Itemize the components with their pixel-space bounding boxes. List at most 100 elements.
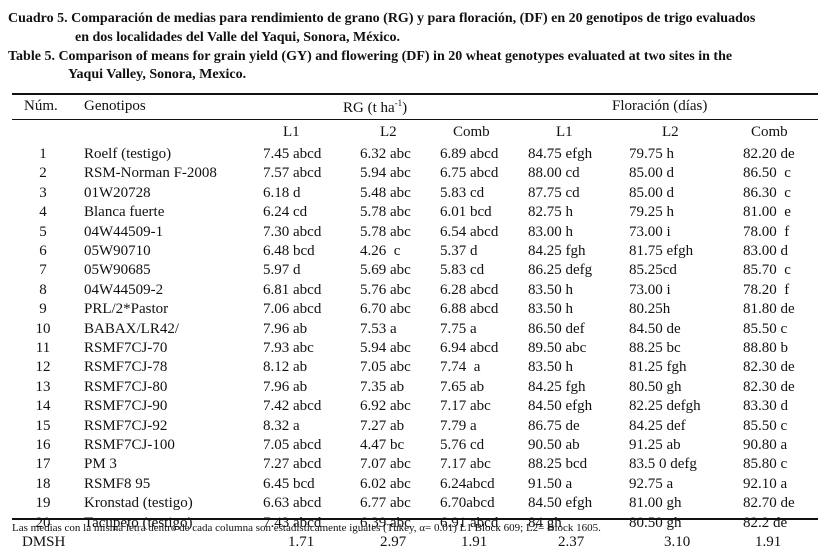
row-number: 10 [35, 320, 51, 337]
rg-comb-cell: 5.37 d [440, 243, 478, 259]
header-grain-yield: RG (t ha-1) [343, 98, 407, 117]
rg-l1-cell: 7.27 abcd [263, 456, 322, 473]
row-number: 13 [35, 378, 51, 395]
df-comb-cell: 85.50 c [743, 417, 788, 434]
header-grain-yield-text: RG (t ha [343, 100, 395, 116]
rg-l1-cell: 6.45 bcd [263, 475, 315, 492]
row-number: 16 [35, 437, 51, 453]
df-l1-cell: 86.25 defg [528, 262, 593, 279]
rg-comb-cell: 5.83 cd [440, 184, 485, 201]
genotype-cell: RSMF7CJ-80 [84, 378, 168, 395]
caption-es-line2: en dos localidades del Valle del Yaqui, … [75, 30, 401, 45]
rg-comb-cell: 6.89 abcd [440, 146, 499, 162]
row-number: 6 [39, 243, 47, 259]
row-number: 2 [39, 165, 47, 182]
rg-l1-cell: 7.57 abcd [263, 165, 322, 182]
row-number: 8 [39, 281, 47, 298]
df-comb-cell: 82.30 de [743, 378, 795, 395]
table-top-rule [12, 93, 818, 95]
genotype-cell: PM 3 [84, 456, 117, 473]
df-l1-cell: 83.00 h [528, 223, 573, 240]
df-l2-cell: 88.25 bc [629, 340, 681, 356]
df-comb-cell: 85.80 c [743, 456, 788, 473]
df-comb-cell: 78.20 f [743, 281, 790, 298]
df-l2-cell: 73.00 i [629, 281, 671, 298]
rg-l2-cell: 6.77 abc [360, 495, 411, 512]
genotype-cell: 04W44509-2 [84, 281, 164, 298]
df-l2-cell: 80.25h [629, 301, 671, 318]
df-comb-cell: 88.80 b [743, 340, 788, 356]
caption-en-line1: Table 5. Comparison of means for grain y… [8, 49, 733, 64]
df-l1-cell: 87.75 cd [528, 184, 580, 201]
df-l1-cell: 83.50 h [528, 281, 573, 298]
rg-comb-cell: 6.88 abcd [440, 301, 499, 318]
df-l1-cell: 84.75 efgh [528, 146, 593, 162]
rg-l2-cell: 7.35 ab [360, 378, 405, 395]
subheader-rg-l1: L1 [283, 124, 300, 140]
table-row: 9 PRL/2*Pastor 7.06 abcd 6.70 abc 6.88 abcd 8… [0, 301, 825, 320]
table-row: 1 Roelf (testigo) 7.45 abcd 6.32 abc 6.89 ab… [0, 146, 825, 165]
row-number: 7 [39, 262, 47, 279]
rg-comb-cell: 6.01 bcd [440, 204, 492, 221]
df-l2-cell: 79.75 h [629, 146, 674, 162]
rg-l1-cell: 7.30 abcd [263, 223, 322, 240]
rg-l1-cell: 7.96 ab [263, 320, 308, 337]
table-row: 3 01W20728 6.18 d 5.48 abc 5.83 cd 87.75 cd 85… [0, 185, 825, 204]
table-row: 16 RSMF7CJ-100 7.05 abcd 4.47 bc 5.76 cd 90.5… [0, 437, 825, 456]
table-row: 2 RSM-Norman F-2008 7.57 abcd 5.94 abc 6.75 … [0, 165, 825, 184]
rg-l2-cell: 5.76 abc [360, 281, 411, 298]
rg-comb-cell: 5.76 cd [440, 437, 485, 453]
header-grain-yield-close: ) [402, 100, 408, 116]
dmsh-row: DMSH 1.71 2.97 1.91 2.37 3.10 1.91 [0, 534, 825, 553]
df-l2-cell: 83.5 0 defg [629, 456, 697, 473]
genotype-cell: Roelf (testigo) [84, 146, 172, 162]
rg-l1-cell: 7.96 ab [263, 378, 308, 395]
rg-comb-cell: 6.24abcd [440, 475, 495, 492]
df-comb-cell: 90.80 a [743, 437, 788, 453]
genotype-cell: BABAX/LR42/ [84, 320, 180, 337]
genotype-cell: RSMF7CJ-90 [84, 398, 168, 415]
genotype-cell: RSMF7CJ-70 [84, 340, 168, 356]
header-grain-yield-exp: -1 [394, 98, 403, 108]
df-comb-cell: 86.50 c [743, 165, 791, 182]
rg-l2-cell: 7.27 ab [360, 417, 405, 434]
df-l1-cell: 84.25 fgh [528, 378, 586, 395]
subheader-df-l2: L2 [662, 124, 679, 140]
subheader-rg-comb: Comb [453, 124, 490, 140]
rg-comb-cell: 7.75 a [440, 320, 477, 337]
df-l2-cell: 82.25 defgh [629, 398, 701, 415]
table-row: 6 05W90710 6.48 bcd 4.26 c 5.37 d 84.25 fgh 81… [0, 243, 825, 262]
genotype-cell: 05W90685 [84, 262, 151, 279]
table-row: 5 04W44509-1 7.30 abcd 5.78 abc 6.54 abcd 83.… [0, 224, 825, 243]
rg-l2-cell: 4.26 c [360, 243, 401, 259]
df-comb-cell: 78.00 f [743, 223, 790, 240]
rg-l1-cell: 8.12 ab [263, 359, 308, 376]
df-l1-cell: 84.50 efgh [528, 398, 593, 415]
df-l2-cell: 91.25 ab [629, 437, 681, 453]
df-comb-cell: 86.30 c [743, 184, 791, 201]
rg-l1-cell: 6.48 bcd [263, 243, 315, 259]
rg-comb-cell: 6.54 abcd [440, 223, 499, 240]
row-number: 18 [35, 475, 51, 492]
row-number: 12 [35, 359, 51, 376]
genotype-cell: 05W90710 [84, 243, 151, 259]
genotype-cell: RSMF7CJ-78 [84, 359, 168, 376]
row-number: 4 [39, 204, 47, 221]
table-row: 7 05W90685 5.97 d 5.69 abc 5.83 cd 86.25 defg… [0, 262, 825, 281]
rg-l1-cell: 5.97 d [263, 262, 301, 279]
rg-l1-cell: 7.42 abcd [263, 398, 322, 415]
rg-l1-cell: 8.32 a [263, 417, 300, 434]
rg-l1-cell: 6.24 cd [263, 204, 308, 221]
subheader-df-l1: L1 [556, 124, 573, 140]
rg-l2-cell: 7.07 abc [360, 456, 411, 473]
row-number: 5 [39, 223, 47, 240]
genotype-cell: RSM-Norman F-2008 [84, 165, 217, 182]
df-l1-cell: 84.25 fgh [528, 243, 586, 259]
rg-l2-cell: 5.78 abc [360, 204, 411, 221]
row-number: 9 [39, 301, 47, 318]
df-l2-cell: 85.00 d [629, 184, 674, 201]
genotype-cell: RSMF7CJ-92 [84, 417, 168, 434]
header-flowering: Floración (días) [612, 98, 708, 114]
rg-l2-cell: 5.78 abc [360, 223, 411, 240]
table-row: 8 04W44509-2 6.81 abcd 5.76 abc 6.28 abcd 83.… [0, 282, 825, 301]
